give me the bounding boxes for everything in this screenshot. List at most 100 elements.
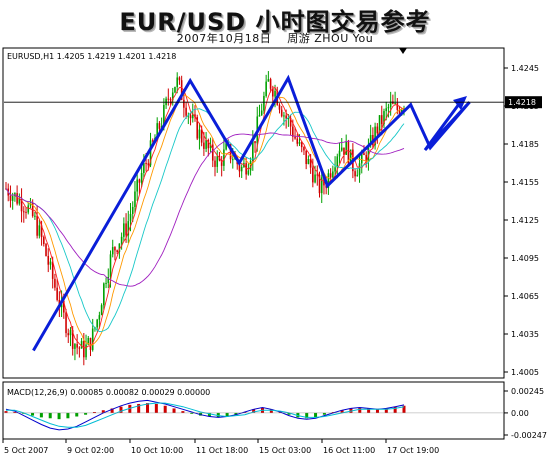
candle-body bbox=[254, 141, 256, 144]
candle-body bbox=[229, 144, 232, 160]
candle-body bbox=[345, 142, 347, 155]
candle-body bbox=[292, 126, 294, 137]
candle-body bbox=[383, 111, 385, 125]
candle-body bbox=[340, 147, 343, 151]
macd-bar bbox=[207, 412, 211, 417]
candle-body bbox=[140, 172, 143, 183]
candle-body bbox=[9, 195, 12, 201]
candle-body bbox=[138, 179, 141, 183]
candle-body bbox=[80, 341, 83, 349]
macd-bar bbox=[146, 403, 150, 413]
time-tick-label: 17 Oct 19:00 bbox=[387, 446, 439, 455]
candle-body bbox=[367, 145, 370, 162]
candle-body bbox=[336, 156, 339, 168]
price-tick-label: 1.4155 bbox=[511, 178, 539, 187]
candle-body bbox=[189, 115, 192, 119]
candle-body bbox=[289, 118, 292, 127]
candle-body bbox=[354, 171, 356, 177]
macd-bar bbox=[75, 412, 79, 417]
candle-body bbox=[151, 140, 154, 142]
time-tick-label: 10 Oct 10:00 bbox=[131, 446, 183, 455]
candle-body bbox=[167, 98, 170, 100]
candle-body bbox=[120, 236, 123, 244]
candle-body bbox=[296, 138, 299, 144]
price-tick-label: 1.4035 bbox=[511, 330, 539, 339]
candle-body bbox=[25, 211, 27, 213]
macd-bar bbox=[367, 408, 371, 413]
candle-body bbox=[207, 140, 210, 149]
candle-body bbox=[231, 159, 234, 161]
candle-body bbox=[69, 330, 72, 336]
current-price-box bbox=[505, 96, 542, 109]
candle-body bbox=[96, 319, 98, 328]
candle-body bbox=[143, 163, 145, 173]
candle-body bbox=[327, 173, 330, 188]
candle-body bbox=[363, 153, 365, 155]
candle-body bbox=[11, 196, 14, 201]
candle-body bbox=[396, 103, 399, 110]
candle-body bbox=[272, 88, 274, 97]
subtitle-date: 2007年10月18日 bbox=[176, 32, 272, 45]
candle-body bbox=[294, 136, 296, 139]
candle-body bbox=[91, 328, 94, 350]
forecast-arrow-icon bbox=[453, 96, 467, 110]
candle-body bbox=[16, 193, 18, 204]
candle-body bbox=[163, 105, 165, 126]
candle-body bbox=[27, 205, 30, 213]
macd-bar bbox=[190, 412, 194, 414]
macd-bar bbox=[13, 412, 17, 413]
macd-bar bbox=[101, 410, 105, 413]
macd-bar bbox=[252, 409, 256, 413]
candle-body bbox=[225, 143, 227, 150]
macd-bar bbox=[314, 412, 318, 418]
candle-body bbox=[356, 174, 359, 177]
candle-body bbox=[320, 177, 323, 194]
candle-body bbox=[171, 92, 174, 100]
ma-long-line bbox=[5, 132, 405, 287]
macd-bar bbox=[322, 412, 326, 415]
candle-body bbox=[214, 160, 216, 167]
macd-bar bbox=[84, 412, 88, 415]
candle-body bbox=[365, 154, 368, 162]
candle-body bbox=[89, 337, 92, 350]
candle-body bbox=[76, 344, 78, 348]
candle-body bbox=[185, 107, 187, 116]
candle-body bbox=[20, 198, 23, 212]
candle-body bbox=[169, 99, 172, 101]
price-tick-label: 1.4185 bbox=[511, 140, 539, 149]
price-header: EURUSD,H1 1.4205 1.4219 1.4201 1.4218 bbox=[7, 52, 176, 61]
candle-body bbox=[51, 261, 54, 279]
macd-layer bbox=[4, 399, 503, 431]
candle-body bbox=[209, 144, 212, 149]
macd-bar bbox=[358, 407, 362, 413]
candle-body bbox=[178, 77, 181, 81]
candle-body bbox=[374, 126, 376, 146]
macd-bar bbox=[172, 408, 176, 413]
candle-body bbox=[309, 159, 312, 168]
subtitle-author: 周游 ZHOU You bbox=[287, 32, 374, 45]
time-tick-label: 15 Oct 03:00 bbox=[259, 446, 311, 455]
candle-body bbox=[147, 163, 150, 166]
candle-body bbox=[283, 115, 285, 117]
macd-bar bbox=[234, 412, 238, 415]
forecast-zigzag bbox=[32, 74, 471, 352]
candle-body bbox=[127, 221, 130, 236]
price-tick-label: 1.4125 bbox=[511, 216, 539, 225]
candle-body bbox=[65, 312, 67, 334]
candle-body bbox=[369, 135, 372, 146]
candle-body bbox=[71, 330, 74, 349]
candle-body bbox=[74, 344, 76, 349]
candle-body bbox=[85, 344, 87, 358]
candle-body bbox=[211, 144, 214, 161]
candle-body bbox=[42, 237, 45, 244]
price-tick-label: 1.4005 bbox=[511, 368, 539, 377]
candle-body bbox=[129, 214, 132, 222]
candle-body bbox=[125, 223, 127, 236]
time-tick-label: 16 Oct 11:00 bbox=[323, 446, 375, 455]
candle-body bbox=[318, 175, 321, 194]
candle-body bbox=[205, 140, 207, 149]
candle-body bbox=[249, 160, 252, 171]
candle-body bbox=[378, 115, 381, 134]
candle-body bbox=[385, 108, 388, 112]
macd-bar bbox=[48, 412, 52, 419]
